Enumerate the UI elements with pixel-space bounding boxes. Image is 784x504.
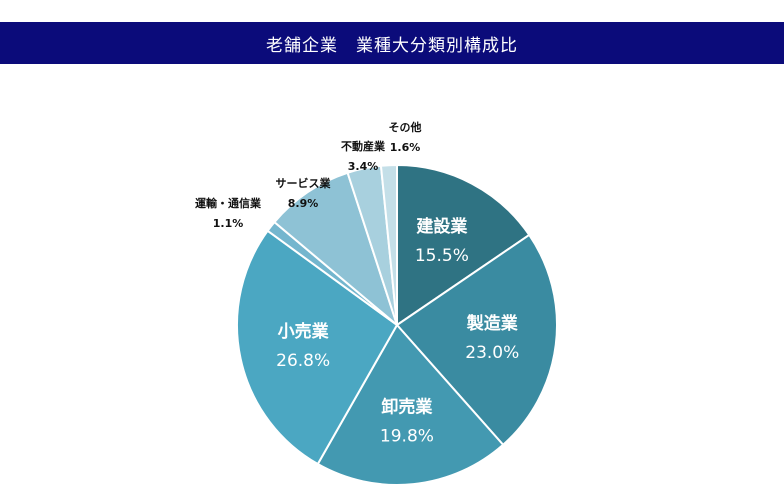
pie-slice-7 xyxy=(379,163,398,326)
slice-value-label-1: 23.0% xyxy=(465,343,519,363)
slice-label-6: 不動産業 xyxy=(341,139,386,153)
pie-slice-3 xyxy=(236,229,399,466)
slice-label-2: 卸売業 xyxy=(381,396,432,417)
slice-label-7: その他 xyxy=(389,120,422,134)
slice-label-4: 運輸・通信業 xyxy=(195,196,262,210)
pie-slice-2 xyxy=(316,323,505,486)
pie-slice-5 xyxy=(273,171,400,329)
pie-slice-0 xyxy=(396,163,531,327)
slice-label-1: 製造業 xyxy=(466,313,518,334)
slice-value-label-0: 15.5% xyxy=(415,246,469,266)
slice-label-0: 建設業 xyxy=(416,216,467,237)
slice-value-label-7: 1.6% xyxy=(390,141,421,154)
slice-value-label-3: 26.8% xyxy=(276,351,330,371)
pie-slice-1 xyxy=(395,233,558,447)
slice-label-5: サービス業 xyxy=(276,176,332,190)
slice-value-label-4: 1.1% xyxy=(213,217,244,230)
chart-title: 老舗企業 業種大分類別構成比 xyxy=(0,22,784,64)
slice-value-label-5: 8.9% xyxy=(288,197,319,210)
slice-label-3: 小売業 xyxy=(278,321,329,342)
slice-value-label-6: 3.4% xyxy=(348,160,379,173)
slice-value-label-2: 19.8% xyxy=(380,426,434,446)
